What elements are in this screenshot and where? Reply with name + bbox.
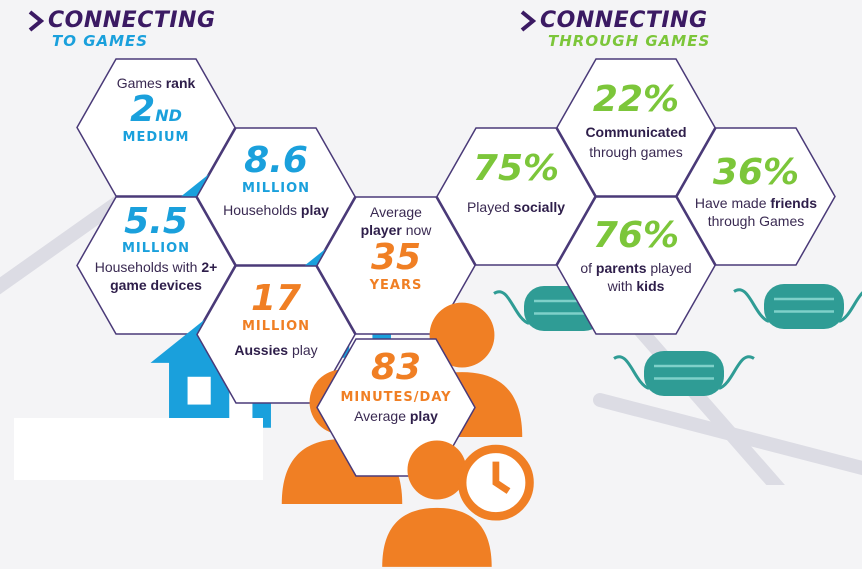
hex-made-friends: 36% Have made friends through Games: [676, 127, 862, 329]
mask-icon: [613, 351, 755, 396]
stat-label: Households play: [223, 202, 329, 218]
stat-value: 2ND: [130, 89, 182, 130]
stat-label: Average play: [354, 408, 438, 424]
hex-parents-played: 76% of parents played with kids: [556, 196, 755, 396]
stat-value: 75%: [472, 148, 560, 189]
stat-label: of parents played: [580, 260, 692, 276]
stat-label-line2: through games: [589, 144, 683, 160]
heading-subtitle: THROUGH GAMES: [548, 32, 711, 50]
stat-unit: YEARS: [369, 278, 423, 293]
stat-label: Played socially: [466, 199, 566, 215]
stat-label-line2: player now: [360, 222, 432, 238]
stat-label: Households with 2+: [94, 259, 218, 275]
stat-label-line2: through Games: [707, 213, 805, 229]
chevron-right-icon: [28, 10, 44, 32]
stat-unit: MILLION: [241, 181, 311, 196]
stat-value: 5.5: [124, 201, 188, 242]
mask-icon: [733, 284, 862, 329]
stat-label-line2: game devices: [110, 277, 202, 293]
stat-label: Aussies play: [234, 342, 318, 358]
stat-value: 8.6: [244, 140, 308, 181]
stat-unit: MILLION: [241, 319, 311, 334]
stat-label: Average: [370, 204, 422, 220]
stat-value: 76%: [592, 215, 680, 256]
chevron-right-icon: [520, 10, 536, 32]
heading-title: CONNECTING: [540, 8, 708, 33]
stat-label: Have made friends: [694, 195, 818, 211]
stat-value: 83: [370, 347, 422, 388]
heading-subtitle: TO GAMES: [52, 32, 149, 50]
stat-value: 17: [250, 278, 302, 319]
stat-label-line2: with kids: [607, 278, 665, 294]
stat-unit: MILLION: [121, 241, 191, 256]
heading-title: CONNECTING: [48, 8, 216, 33]
stat-label: Games rank: [116, 75, 196, 91]
blank-panel: [14, 418, 263, 480]
stat-label: Communicated: [585, 124, 687, 140]
stat-unit: MINUTES/DAY: [340, 390, 452, 405]
stat-value: 35: [370, 237, 422, 278]
person-clock-icon: [382, 440, 534, 567]
stat-value: 22%: [592, 79, 680, 120]
stat-unit: MEDIUM: [122, 130, 190, 145]
stat-value: 36%: [712, 152, 800, 193]
hex-minutes-per-day: 83 MINUTES/DAY Average play: [316, 338, 534, 567]
